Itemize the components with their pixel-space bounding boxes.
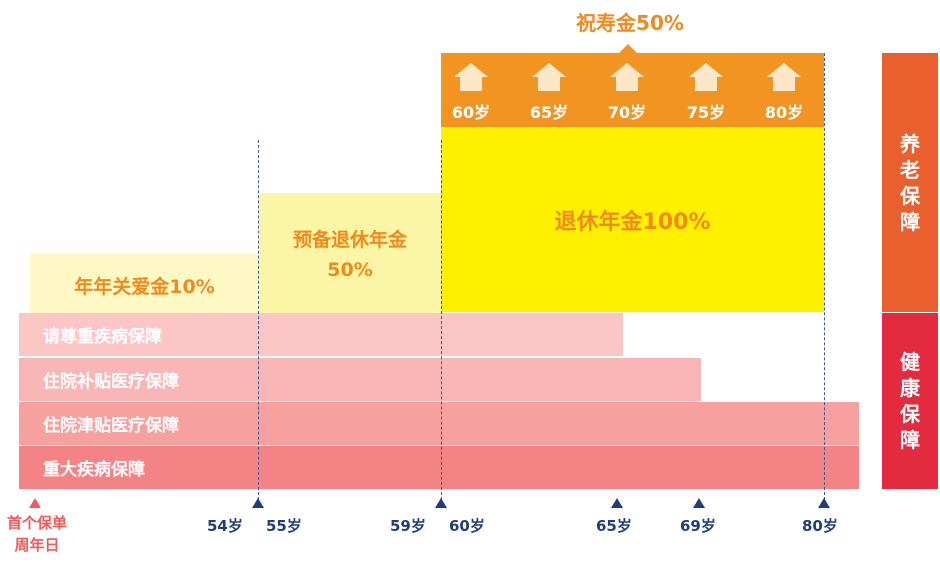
age-marker-icon (611, 498, 623, 508)
bonus-age-75: 75岁 (686, 103, 726, 122)
pre-retirement-label-line2: 50% (327, 259, 373, 281)
first-policy-anniversary-label: 首个保单 周年日 (0, 510, 74, 558)
start-label-line2: 周年日 (14, 536, 60, 554)
bonus-caret (619, 44, 637, 53)
health-bar-critical-respect: 请尊重疾病保障 (19, 313, 623, 356)
start-label-line1: 首个保单 (6, 514, 67, 532)
marker-line-54 (258, 140, 259, 500)
health-bar-label: 请尊重疾病保障 (43, 327, 162, 347)
house-icon (689, 63, 723, 93)
health-bar-hospital-subsidy: 住院补贴医疗保障 (19, 358, 701, 401)
pension-coverage-side-label: 养 老 保 障 (882, 53, 938, 312)
age-label-80: 80岁 (802, 517, 838, 535)
marker-line-59 (441, 140, 442, 500)
bonus-age-80: 80岁 (764, 103, 804, 122)
age-marker-icon (435, 498, 447, 508)
age-label-60: 60岁 (449, 517, 485, 535)
pre-retirement-block (259, 193, 441, 313)
bonus-age-70: 70岁 (607, 103, 647, 122)
pre-retirement-label: 预备退休年金 50% (259, 225, 441, 285)
age-label-59: 59岁 (390, 517, 426, 535)
age-label-54: 54岁 (207, 517, 243, 535)
health-bar-label: 重大疾病保障 (43, 460, 145, 480)
age-marker-icon (693, 498, 705, 508)
age-label-65: 65岁 (596, 517, 632, 535)
side-char: 健 (900, 350, 920, 374)
bonus-title: 祝寿金50% (576, 10, 684, 35)
age-label-69: 69岁 (680, 517, 716, 535)
house-icon (767, 63, 801, 93)
side-char: 康 (900, 376, 920, 400)
health-bar-hospital-allowance: 住院津贴医疗保障 (19, 402, 859, 445)
health-bar-major-illness: 重大疾病保障 (19, 446, 859, 489)
start-marker-icon (29, 498, 41, 508)
side-char: 老 (900, 157, 920, 182)
health-coverage-side-label: 健 康 保 障 (882, 313, 938, 489)
marker-line-80 (824, 53, 825, 500)
side-char: 养 (900, 131, 920, 156)
bonus-band: 60岁 65岁 70岁 75岁 80岁 (441, 53, 824, 127)
annual-care-block (30, 253, 259, 313)
side-char: 障 (900, 428, 920, 452)
retirement-annuity-label: 退休年金100% (554, 210, 711, 235)
retirement-annuity-block (441, 127, 824, 312)
house-icon (532, 63, 566, 93)
age-marker-icon (818, 498, 830, 508)
health-bar-label: 住院津贴医疗保障 (43, 416, 179, 436)
age-label-55: 55岁 (266, 517, 302, 535)
bonus-age-65: 65岁 (529, 103, 569, 122)
pre-retirement-label-line1: 预备退休年金 (292, 229, 407, 251)
side-char: 保 (900, 402, 920, 426)
side-char: 障 (900, 209, 920, 234)
house-icon (454, 63, 488, 93)
health-bar-label: 住院补贴医疗保障 (43, 372, 179, 392)
side-char: 保 (900, 183, 920, 208)
annual-care-label: 年年关爱金10% (74, 275, 215, 298)
house-icon (610, 63, 644, 93)
age-marker-icon (252, 498, 264, 508)
bonus-age-60: 60岁 (451, 103, 491, 122)
